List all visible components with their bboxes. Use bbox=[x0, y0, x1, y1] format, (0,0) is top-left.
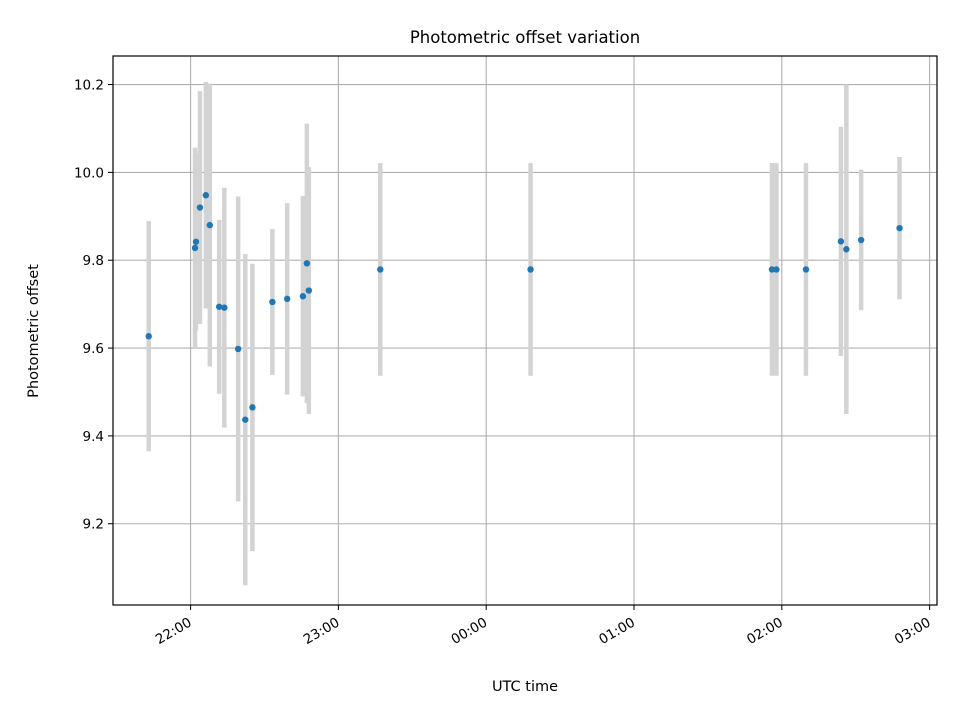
x-axis-label: UTC time bbox=[492, 679, 558, 695]
y-tick-label: 10.0 bbox=[74, 165, 104, 181]
y-tick-label: 9.2 bbox=[83, 517, 104, 533]
plot-frame bbox=[112, 55, 938, 606]
data-point bbox=[215, 303, 223, 310]
y-tick-label: 9.8 bbox=[83, 253, 104, 269]
data-point bbox=[299, 293, 307, 300]
data-point bbox=[773, 266, 780, 273]
y-axis-label: Photometric offset bbox=[26, 264, 42, 398]
y-tick-label: 10.2 bbox=[74, 78, 104, 94]
data-point bbox=[202, 192, 210, 199]
data-point bbox=[221, 304, 228, 311]
y-tick-label: 9.6 bbox=[83, 341, 104, 357]
data-point bbox=[145, 333, 152, 340]
data-point bbox=[857, 236, 865, 244]
data-point bbox=[527, 266, 534, 273]
data-point bbox=[196, 204, 204, 211]
data-point bbox=[234, 345, 242, 353]
data-point bbox=[768, 266, 776, 273]
data-point bbox=[192, 238, 200, 245]
data-point bbox=[802, 266, 810, 273]
data-point bbox=[303, 260, 311, 267]
data-point bbox=[283, 295, 291, 303]
data-points bbox=[145, 192, 903, 423]
data-point bbox=[206, 221, 214, 229]
data-point bbox=[896, 224, 903, 232]
data-point bbox=[269, 298, 276, 306]
y-tick-label: 9.4 bbox=[83, 429, 104, 445]
data-point bbox=[249, 404, 256, 411]
data-point bbox=[191, 244, 199, 252]
data-point bbox=[305, 287, 313, 294]
chart-title: Photometric offset variation bbox=[410, 28, 640, 47]
data-point bbox=[242, 416, 249, 423]
data-point bbox=[843, 246, 850, 253]
y-axis-ticks: 9.2 9.4 9.6 9.8 10.0 10.2 bbox=[74, 78, 113, 533]
data-point bbox=[837, 238, 845, 245]
data-point bbox=[377, 266, 384, 273]
